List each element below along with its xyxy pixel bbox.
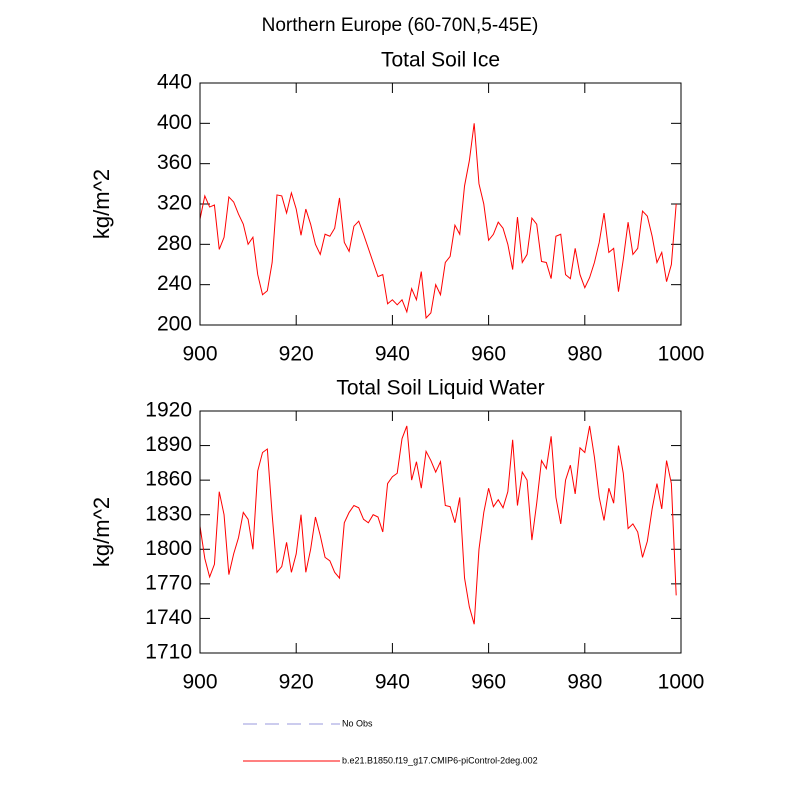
y-tick-label: 1740 — [145, 606, 192, 629]
y-tick-label: 280 — [157, 232, 192, 255]
y-tick-label: 1770 — [145, 571, 192, 594]
y-tick-label: 320 — [157, 192, 192, 215]
figure-title: Northern Europe (60-70N,5-45E) — [262, 15, 539, 36]
y-tick-label: 1860 — [145, 468, 192, 491]
x-tick-label: 920 — [279, 671, 314, 694]
y-tick-label: 440 — [157, 71, 192, 94]
y-tick-label: 400 — [157, 111, 192, 134]
legend-label: No Obs — [342, 718, 373, 728]
panel-title: Total Soil Ice — [381, 49, 500, 72]
y-tick-label: 1920 — [145, 399, 192, 422]
x-tick-label: 940 — [375, 343, 410, 366]
plot-frame — [199, 82, 682, 326]
y-tick-label: 1800 — [145, 537, 192, 560]
x-tick-label: 900 — [182, 343, 217, 366]
y-tick-label: 360 — [157, 151, 192, 174]
panel-title: Total Soil Liquid Water — [336, 377, 544, 400]
x-tick-label: 1000 — [658, 343, 705, 366]
y-tick-label: 1830 — [145, 502, 192, 525]
y-tick-label: 200 — [157, 313, 192, 336]
data-line — [199, 425, 677, 625]
y-axis-label: kg/m^2 — [89, 497, 114, 567]
y-tick-label: 240 — [157, 272, 192, 295]
x-tick-label: 980 — [567, 671, 602, 694]
plot-frame — [199, 410, 682, 654]
x-tick-label: 900 — [182, 671, 217, 694]
y-tick-label: 1890 — [145, 433, 192, 456]
y-tick-label: 1710 — [145, 641, 192, 664]
x-tick-label: 960 — [471, 343, 506, 366]
x-tick-label: 1000 — [658, 671, 705, 694]
x-tick-label: 960 — [471, 671, 506, 694]
x-tick-label: 940 — [375, 671, 410, 694]
x-tick-label: 920 — [279, 343, 314, 366]
data-line — [199, 123, 677, 320]
legend-label: b.e21.B1850.f19_g17.CMIP6-piControl-2deg… — [342, 755, 538, 765]
y-axis-label: kg/m^2 — [89, 169, 114, 239]
x-tick-label: 980 — [567, 343, 602, 366]
